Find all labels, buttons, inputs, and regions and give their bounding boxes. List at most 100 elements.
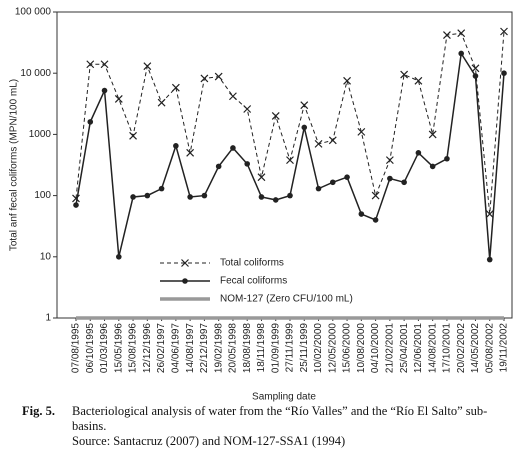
x-tick-label: 19/11/2002 (499, 323, 510, 373)
x-tick-label: 17/10/2001 (442, 323, 453, 373)
point-marker (114, 94, 123, 103)
cross (129, 131, 137, 140)
point-marker (157, 98, 166, 107)
y-tick-label: 100 (34, 190, 51, 201)
x-tick-label: 19/02/1998 (213, 323, 224, 373)
x-tick-label: 25/04/2001 (399, 323, 410, 373)
y-tick-label: 100 000 (15, 7, 52, 18)
point-marker (428, 130, 437, 139)
point-marker (144, 192, 151, 199)
point-marker (414, 76, 423, 85)
caption-source: Source: Santacruz (2007) and NOM-127-SSA… (72, 434, 346, 448)
point-marker (443, 31, 451, 39)
point-marker (343, 76, 351, 85)
x-tick-label: 25/11/1999 (299, 323, 310, 373)
point-marker (229, 92, 237, 101)
point-marker (458, 50, 465, 57)
x-tick-label: 10/02/2000 (313, 323, 324, 373)
point-marker (328, 136, 337, 145)
x-tick-label: 04/10/2000 (370, 323, 381, 373)
point-marker (385, 156, 394, 165)
cross (300, 101, 309, 110)
y-tick-label: 10 000 (20, 68, 51, 79)
point-marker (301, 124, 308, 131)
point-marker (101, 87, 108, 94)
point-marker (315, 185, 322, 192)
x-tick-label: 14/05/2002 (470, 323, 481, 373)
cross (229, 92, 237, 101)
point-marker (200, 74, 209, 83)
cross (414, 76, 423, 85)
cross (200, 74, 209, 83)
caption: Fig. 5. Bacteriological analysis of water… (22, 404, 512, 449)
point-marker (472, 73, 479, 79)
y-axis-label: Total anf fecal coliforms (MPN/100 mL) (9, 79, 20, 251)
caption-text: Bacteriological analysis of water from t… (72, 404, 488, 433)
point-marker (173, 143, 179, 149)
chart: Total anf fecal coliforms (MPN/100 mL) S… (9, 7, 513, 403)
point-marker (73, 202, 79, 208)
x-tick-label: 21/02/2001 (385, 323, 396, 373)
point-marker (287, 192, 293, 199)
cross (157, 98, 166, 107)
point-marker (400, 70, 409, 79)
x-tick-label: 27/11/1999 (285, 323, 296, 373)
cross (171, 83, 180, 92)
x-tick-label: 20/02/2002 (456, 323, 467, 373)
point-marker (372, 217, 379, 223)
point-marker (300, 101, 309, 110)
point-marker (471, 64, 480, 73)
x-tick-label: 07/08/1995 (71, 323, 82, 373)
point-marker (72, 194, 80, 203)
point-marker (181, 259, 189, 267)
cross (100, 60, 109, 69)
y-tick-label: 1 (45, 313, 51, 324)
cross (328, 136, 337, 145)
cross (485, 210, 494, 218)
x-tick-label: 22/12/1997 (199, 323, 210, 373)
point-marker (116, 253, 122, 260)
point-marker (344, 174, 350, 180)
x-tick-label: 01/09/1999 (270, 323, 281, 373)
cross (457, 29, 466, 38)
cross (500, 27, 508, 36)
x-tick-label: 12/12/1996 (142, 323, 153, 373)
cross (428, 130, 437, 139)
x-tick-label: 14/08/1997 (185, 323, 196, 373)
cross (314, 139, 323, 148)
point-marker (187, 194, 193, 200)
point-marker (143, 62, 152, 71)
plot-frame (56, 11, 513, 319)
point-marker (130, 194, 136, 200)
point-marker (415, 150, 422, 156)
y-tick-label: 10 (40, 251, 52, 262)
point-marker (129, 131, 137, 140)
cross (114, 94, 123, 103)
legend-label: NOM-127 (Zero CFU/100 mL) (220, 294, 353, 305)
x-tick-label: 15/08/1996 (128, 323, 139, 373)
cross (286, 156, 294, 165)
point-marker (485, 210, 494, 218)
cross (357, 127, 366, 136)
x-tick-label: 04/06/1997 (171, 323, 182, 373)
x-tick-label: 18/08/1998 (242, 323, 253, 373)
cross (86, 60, 95, 69)
point-marker (457, 29, 466, 38)
cross (371, 191, 380, 200)
cross (343, 76, 351, 85)
point-marker (358, 211, 365, 217)
x-tick-label: 12/05/2000 (327, 323, 338, 373)
cross (186, 148, 195, 157)
cross (181, 259, 189, 267)
point-marker (444, 155, 450, 162)
x-tick-label: 10/08/2000 (356, 323, 367, 373)
point-marker (271, 112, 280, 120)
point-marker (257, 173, 266, 182)
x-tick-label: 20/05/1998 (228, 323, 239, 373)
point-marker (401, 179, 407, 186)
cross (443, 31, 451, 39)
caption-label: Fig. 5. (22, 404, 55, 418)
x-tick-label: 15/05/1996 (113, 323, 124, 373)
x-tick-label: 18/11/1998 (256, 323, 267, 373)
